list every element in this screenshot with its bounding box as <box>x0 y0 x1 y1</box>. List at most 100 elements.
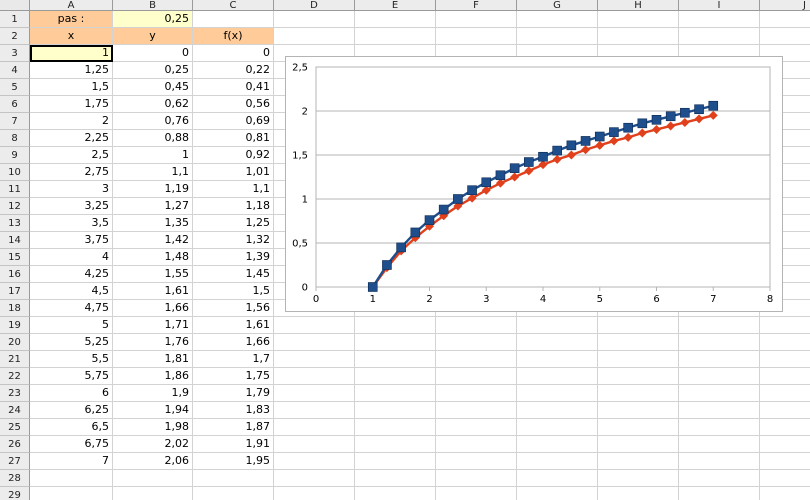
grid-cell[interactable] <box>517 402 598 419</box>
column-header-g[interactable]: G <box>517 0 598 11</box>
grid-cell[interactable] <box>598 470 679 487</box>
grid-cell[interactable] <box>436 487 517 500</box>
y-header-cell[interactable]: y <box>113 28 193 45</box>
y-value-cell[interactable]: 1,42 <box>113 232 193 249</box>
fx-value-cell[interactable]: 1,39 <box>193 249 274 266</box>
grid-cell[interactable] <box>355 351 436 368</box>
y-value-cell[interactable]: 0 <box>113 45 193 62</box>
grid-cell[interactable] <box>760 130 810 147</box>
grid-cell[interactable] <box>517 436 598 453</box>
grid-cell[interactable] <box>679 351 760 368</box>
grid-cell[interactable] <box>679 453 760 470</box>
row-header-5[interactable]: 5 <box>0 79 30 96</box>
row-header-28[interactable]: 28 <box>0 470 30 487</box>
fx-value-cell[interactable]: 1,87 <box>193 419 274 436</box>
grid-cell[interactable] <box>30 470 113 487</box>
grid-cell[interactable] <box>274 402 355 419</box>
grid-cell[interactable] <box>113 470 193 487</box>
column-header-f[interactable]: F <box>436 0 517 11</box>
grid-cell[interactable] <box>679 436 760 453</box>
y-value-cell[interactable]: 1,76 <box>113 334 193 351</box>
row-header-4[interactable]: 4 <box>0 62 30 79</box>
y-value-cell[interactable]: 1,71 <box>113 317 193 334</box>
fx-value-cell[interactable]: 1,25 <box>193 215 274 232</box>
row-header-23[interactable]: 23 <box>0 385 30 402</box>
x-value-cell[interactable]: 6,75 <box>30 436 113 453</box>
grid-cell[interactable] <box>355 11 436 28</box>
fx-value-cell[interactable]: 0,81 <box>193 130 274 147</box>
grid-cell[interactable] <box>517 368 598 385</box>
grid-cell[interactable] <box>274 419 355 436</box>
row-header-2[interactable]: 2 <box>0 28 30 45</box>
grid-cell[interactable] <box>355 385 436 402</box>
grid-cell[interactable] <box>274 368 355 385</box>
grid-cell[interactable] <box>517 28 598 45</box>
x-value-cell[interactable]: 6,25 <box>30 402 113 419</box>
y-value-cell[interactable]: 1,1 <box>113 164 193 181</box>
y-value-cell[interactable]: 1,61 <box>113 283 193 300</box>
grid-cell[interactable] <box>598 28 679 45</box>
step-label-cell[interactable]: pas : <box>30 11 113 28</box>
grid-cell[interactable] <box>679 402 760 419</box>
row-header-7[interactable]: 7 <box>0 113 30 130</box>
grid-cell[interactable] <box>517 487 598 500</box>
row-header-10[interactable]: 10 <box>0 164 30 181</box>
x-value-cell[interactable]: 3,25 <box>30 198 113 215</box>
grid-cell[interactable] <box>355 419 436 436</box>
y-value-cell[interactable]: 1,81 <box>113 351 193 368</box>
grid-cell[interactable] <box>760 385 810 402</box>
x-value-cell[interactable]: 2 <box>30 113 113 130</box>
grid-cell[interactable] <box>760 453 810 470</box>
y-value-cell[interactable]: 1,55 <box>113 266 193 283</box>
grid-cell[interactable] <box>274 453 355 470</box>
grid-cell[interactable] <box>517 334 598 351</box>
y-value-cell[interactable]: 0,25 <box>113 62 193 79</box>
column-header-j[interactable]: J <box>760 0 810 11</box>
grid-cell[interactable] <box>760 487 810 500</box>
fx-value-cell[interactable]: 0,41 <box>193 79 274 96</box>
grid-cell[interactable] <box>30 487 113 500</box>
grid-cell[interactable] <box>355 436 436 453</box>
grid-cell[interactable] <box>598 385 679 402</box>
column-header-c[interactable]: C <box>193 0 274 11</box>
x-value-cell[interactable]: 7 <box>30 453 113 470</box>
fx-value-cell[interactable]: 1,79 <box>193 385 274 402</box>
grid-cell[interactable] <box>436 351 517 368</box>
row-header-12[interactable]: 12 <box>0 198 30 215</box>
x-value-cell[interactable]: 6 <box>30 385 113 402</box>
x-value-cell[interactable]: 1,5 <box>30 79 113 96</box>
grid-cell[interactable] <box>274 487 355 500</box>
fx-value-cell[interactable]: 1,7 <box>193 351 274 368</box>
x-value-cell[interactable]: 5,75 <box>30 368 113 385</box>
column-header-h[interactable]: H <box>598 0 679 11</box>
y-value-cell[interactable]: 0,45 <box>113 79 193 96</box>
grid-cell[interactable] <box>598 402 679 419</box>
grid-cell[interactable] <box>436 368 517 385</box>
line-chart[interactable]: 0 0,5 1 1,5 2 2,5 0 1 2 3 4 5 6 7 8 <box>285 56 783 312</box>
fx-header-cell[interactable]: f(x) <box>193 28 274 45</box>
x-value-cell[interactable]: 1 <box>30 45 113 62</box>
x-value-cell[interactable]: 2,75 <box>30 164 113 181</box>
row-header-9[interactable]: 9 <box>0 147 30 164</box>
grid-cell[interactable] <box>760 368 810 385</box>
column-header-d[interactable]: D <box>274 0 355 11</box>
fx-value-cell[interactable]: 1,91 <box>193 436 274 453</box>
fx-value-cell[interactable]: 1,32 <box>193 232 274 249</box>
y-value-cell[interactable]: 0,76 <box>113 113 193 130</box>
x-value-cell[interactable]: 1,25 <box>30 62 113 79</box>
grid-cell[interactable] <box>517 453 598 470</box>
grid-cell[interactable] <box>113 487 193 500</box>
grid-cell[interactable] <box>436 334 517 351</box>
grid-cell[interactable] <box>274 28 355 45</box>
grid-cell[interactable] <box>274 385 355 402</box>
select-all-corner[interactable] <box>0 0 30 11</box>
x-value-cell[interactable]: 5 <box>30 317 113 334</box>
grid-cell[interactable] <box>274 470 355 487</box>
grid-cell[interactable] <box>760 181 810 198</box>
fx-value-cell[interactable]: 0 <box>193 45 274 62</box>
y-value-cell[interactable]: 1,86 <box>113 368 193 385</box>
grid-cell[interactable] <box>760 419 810 436</box>
x-value-cell[interactable]: 5,25 <box>30 334 113 351</box>
grid-cell[interactable] <box>760 232 810 249</box>
